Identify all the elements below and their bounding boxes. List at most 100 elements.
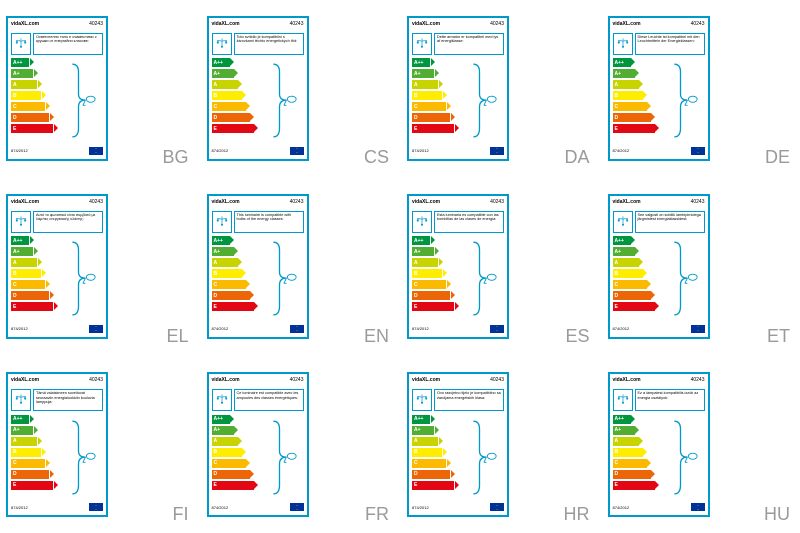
bracket-icon xyxy=(670,236,705,321)
energy-class-label: A++ xyxy=(13,238,22,244)
info-row: Dette armatur er kompatibel med lys af e… xyxy=(412,33,504,55)
cell-es: vidaXL.com 40243 Esta luminaria es compa… xyxy=(401,178,600,354)
energy-class-label: A+ xyxy=(214,71,221,77)
compat-text: Ovo rasvjetno tijelo je kompatibilno sa … xyxy=(434,389,504,411)
energy-arrow-app: A++ xyxy=(212,236,267,246)
product-icon-box xyxy=(11,33,31,55)
bracket-area xyxy=(68,414,103,500)
energy-class-label: A+ xyxy=(615,71,622,77)
compat-text: This luminaire is compatible with bulbs … xyxy=(234,211,304,233)
card-header: vidaXL.com 40243 xyxy=(613,21,705,31)
energy-arrow-c: C xyxy=(412,102,467,112)
energy-arrows: A++ A+ A B C D xyxy=(613,58,668,144)
energy-arrow-c: C xyxy=(11,102,66,112)
regulation-code: 874/2012 xyxy=(412,505,429,510)
bracket-area xyxy=(670,236,705,322)
language-code: DE xyxy=(765,147,790,168)
info-row: See valgusti on sobilik lambipirnidega j… xyxy=(613,211,705,233)
energy-class-label: D xyxy=(414,471,418,477)
regulation-code: 874/2012 xyxy=(212,148,229,153)
card-footer: 874/2012 xyxy=(613,324,705,334)
energy-arrow-e: E xyxy=(212,302,267,312)
energy-arrow-app: A++ xyxy=(613,236,668,246)
bracket-area xyxy=(68,58,103,144)
energy-class-label: C xyxy=(414,104,418,110)
energy-label-card: vidaXL.com 40243 See valgusti on sobilik… xyxy=(608,194,710,339)
cell-de: vidaXL.com 40243 Diese Leuchte ist kompa… xyxy=(602,0,800,176)
energy-arrow-a: A xyxy=(412,80,467,90)
brand-name: vidaXL.com xyxy=(412,199,440,205)
cell-da: vidaXL.com 40243 Dette armatur er kompat… xyxy=(401,0,600,176)
cell-fr: vidaXL.com 40243 Ce luminaire est compat… xyxy=(201,357,400,533)
language-code: ET xyxy=(767,326,790,347)
card-header: vidaXL.com 40243 xyxy=(11,199,103,209)
energy-arrow-app: A++ xyxy=(11,414,66,424)
energy-area: A++ A+ A B C D xyxy=(212,414,304,500)
compat-text: Esta luminaria es compatible con las bom… xyxy=(434,211,504,233)
brand-name: vidaXL.com xyxy=(412,21,440,27)
info-row: Tämä valaisimeen soveltuvat seuraaviin e… xyxy=(11,389,103,411)
chandelier-icon xyxy=(415,215,429,229)
energy-arrow-b: B xyxy=(212,91,267,101)
energy-class-label: A+ xyxy=(214,427,221,433)
bracket-icon xyxy=(469,415,504,500)
bracket-icon xyxy=(68,58,103,143)
energy-label-card: vidaXL.com 40243 Diese Leuchte ist kompa… xyxy=(608,16,710,161)
energy-arrow-c: C xyxy=(613,458,668,468)
brand-name: vidaXL.com xyxy=(613,199,641,205)
energy-class-label: A+ xyxy=(414,427,421,433)
energy-class-label: A++ xyxy=(214,416,223,422)
language-code: CS xyxy=(364,147,389,168)
eu-flag-icon xyxy=(89,503,103,511)
brand-name: vidaXL.com xyxy=(11,377,39,383)
card-header: vidaXL.com 40243 xyxy=(212,21,304,31)
product-icon-box xyxy=(613,33,633,55)
energy-class-label: E xyxy=(13,304,16,310)
energy-arrow-b: B xyxy=(613,91,668,101)
energy-arrow-c: C xyxy=(613,102,668,112)
energy-area: A++ A+ A B C D xyxy=(412,414,504,500)
energy-arrow-d: D xyxy=(613,291,668,301)
energy-arrow-ap: A+ xyxy=(613,247,668,257)
energy-class-label: E xyxy=(615,304,618,310)
compat-text: Diese Leuchte ist kompatibel mit den Leu… xyxy=(635,33,705,55)
energy-arrow-d: D xyxy=(212,291,267,301)
energy-arrow-b: B xyxy=(412,447,467,457)
energy-class-label: A+ xyxy=(214,249,221,255)
bracket-area xyxy=(269,236,304,322)
card-footer: 874/2012 xyxy=(412,146,504,156)
language-code: FI xyxy=(173,504,189,525)
product-icon-box xyxy=(212,211,232,233)
product-icon-box xyxy=(11,389,31,411)
regulation-code: 874/2012 xyxy=(613,148,630,153)
chandelier-icon xyxy=(215,393,229,407)
compat-text: See valgusti on sobilik lambipirnidega j… xyxy=(635,211,705,233)
energy-class-label: C xyxy=(615,460,619,466)
energy-arrow-ap: A+ xyxy=(212,425,267,435)
energy-arrow-a: A xyxy=(212,258,267,268)
cell-el: vidaXL.com 40243 Αυτό το φωτιστικό είναι… xyxy=(0,178,199,354)
energy-class-label: A xyxy=(615,260,619,266)
chandelier-icon xyxy=(14,215,28,229)
energy-arrow-b: B xyxy=(11,269,66,279)
energy-area: A++ A+ A B C D xyxy=(11,414,103,500)
energy-class-label: A++ xyxy=(214,60,223,66)
energy-arrows: A++ A+ A B C D xyxy=(412,58,467,144)
bracket-icon xyxy=(68,415,103,500)
energy-class-label: E xyxy=(214,126,217,132)
energy-class-label: A xyxy=(414,260,418,266)
compat-text: Осветително тяло е съвместимо с крушки о… xyxy=(33,33,103,55)
energy-arrows: A++ A+ A B C D xyxy=(11,236,66,322)
energy-arrows: A++ A+ A B C D xyxy=(412,236,467,322)
product-code: 40243 xyxy=(290,377,304,383)
energy-class-label: A xyxy=(214,438,218,444)
product-code: 40243 xyxy=(691,199,705,205)
card-header: vidaXL.com 40243 xyxy=(212,199,304,209)
language-code: EL xyxy=(166,326,188,347)
energy-arrow-a: A xyxy=(613,258,668,268)
energy-arrow-e: E xyxy=(11,124,66,134)
energy-area: A++ A+ A B C D xyxy=(412,236,504,322)
energy-arrow-app: A++ xyxy=(412,236,467,246)
eu-flag-icon xyxy=(691,147,705,155)
energy-label-card: vidaXL.com 40243 Esta luminaria es compa… xyxy=(407,194,509,339)
